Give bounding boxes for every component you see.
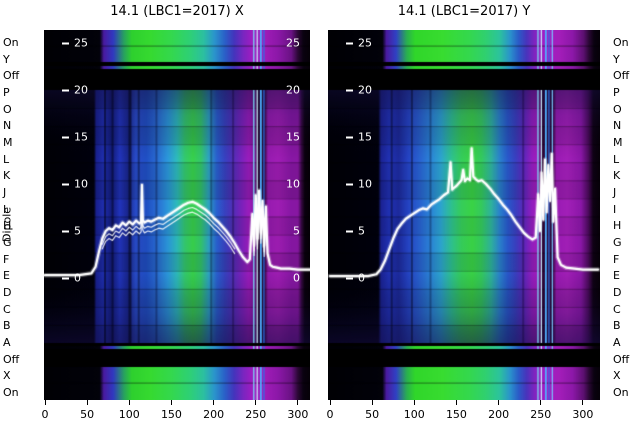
row-label-x: X bbox=[613, 369, 621, 383]
row-label-b: B bbox=[3, 319, 11, 333]
row-label-o: O bbox=[613, 102, 622, 116]
row-label-j: J bbox=[613, 186, 617, 199]
x-tick-mark bbox=[86, 400, 88, 405]
row-label-l: L bbox=[613, 152, 620, 166]
x-tick-label: 300 bbox=[287, 408, 309, 421]
x-tick-mark bbox=[297, 400, 299, 405]
x-tick-mark bbox=[540, 400, 542, 405]
x-tick-mark bbox=[498, 400, 500, 405]
row-label-a: A bbox=[613, 336, 621, 349]
x-tick-label: 0 bbox=[41, 408, 49, 421]
x-tick-label: 50 bbox=[80, 408, 95, 421]
row-label-on: On bbox=[613, 386, 629, 399]
row-label-n: N bbox=[3, 119, 12, 133]
plot-y: 14.1 (LBC1=2017) Y 25 20 15 10 5 0 0 50 100 150 2… bbox=[327, 4, 600, 421]
row-label-off: Off bbox=[613, 69, 630, 83]
plot-x: 14.1 (LBC1=2017) X 25 25 20 20 15 15 10 10 5 5 0 0 … bbox=[42, 4, 310, 421]
row-label-on: On bbox=[3, 36, 19, 49]
x-tick-mark bbox=[255, 400, 257, 405]
plot-title-x: 14.1 (LBC1=2017) X bbox=[110, 4, 244, 19]
row-label-c: C bbox=[3, 302, 11, 316]
row-label-o: O bbox=[3, 102, 12, 116]
x-tick-label: 200 bbox=[203, 408, 225, 421]
x-tick-label: 250 bbox=[245, 408, 267, 421]
x-tick-mark bbox=[371, 400, 373, 405]
row-label-p: P bbox=[613, 86, 620, 99]
row-label-l: L bbox=[3, 152, 10, 166]
row-label-m: M bbox=[3, 136, 13, 149]
row-label-y: Y bbox=[613, 52, 620, 66]
x-tick-mark bbox=[329, 400, 331, 405]
row-label-d: D bbox=[3, 286, 12, 299]
row-label-g: G bbox=[613, 236, 622, 249]
x-tick-label: 0 bbox=[326, 408, 334, 421]
x-tick-mark bbox=[455, 400, 457, 405]
row-label-j: J bbox=[3, 186, 7, 199]
x-tick-label: 100 bbox=[118, 408, 140, 421]
row-label-k: K bbox=[3, 169, 11, 183]
row-label-off: Off bbox=[3, 69, 20, 83]
x-tick-label: 150 bbox=[445, 408, 467, 421]
x-tick-label: 200 bbox=[488, 408, 510, 421]
x-tick-mark bbox=[128, 400, 130, 405]
row-label-on: On bbox=[613, 36, 629, 49]
x-tick-label: 50 bbox=[365, 408, 380, 421]
x-tick-label: 250 bbox=[530, 408, 552, 421]
row-label-on: On bbox=[3, 386, 19, 399]
row-label-x: X bbox=[3, 369, 11, 383]
x-tick-mark bbox=[170, 400, 172, 405]
row-label-off: Off bbox=[613, 352, 630, 366]
row-label-d: D bbox=[613, 286, 622, 299]
row-label-b: B bbox=[613, 319, 621, 333]
row-label-k: K bbox=[613, 169, 621, 183]
y-axis-title: Dipole bbox=[0, 206, 14, 243]
x-tick-mark bbox=[413, 400, 415, 405]
plot-title-y: 14.1 (LBC1=2017) Y bbox=[397, 4, 531, 19]
x-tick-label: 300 bbox=[572, 408, 594, 421]
row-label-h: H bbox=[613, 219, 622, 233]
x-tick-mark bbox=[582, 400, 584, 405]
row-label-c: C bbox=[613, 302, 621, 316]
x-tick-mark bbox=[44, 400, 46, 405]
row-label-f: F bbox=[3, 252, 10, 266]
row-label-e: E bbox=[613, 269, 620, 283]
row-label-e: E bbox=[3, 269, 10, 283]
x-tick-mark bbox=[213, 400, 215, 405]
heatmap-canvas-y bbox=[328, 30, 600, 400]
x-tick-label: 100 bbox=[403, 408, 425, 421]
row-label-off: Off bbox=[3, 352, 20, 366]
row-label-y: Y bbox=[3, 52, 10, 66]
heatmap-canvas-x bbox=[44, 30, 310, 400]
row-label-a: A bbox=[3, 336, 11, 349]
row-label-p: P bbox=[3, 86, 10, 99]
row-label-i: I bbox=[613, 202, 617, 216]
row-label-f: F bbox=[613, 252, 620, 266]
row-label-n: N bbox=[613, 119, 622, 133]
row-label-m: M bbox=[613, 136, 623, 149]
x-tick-label: 150 bbox=[160, 408, 182, 421]
